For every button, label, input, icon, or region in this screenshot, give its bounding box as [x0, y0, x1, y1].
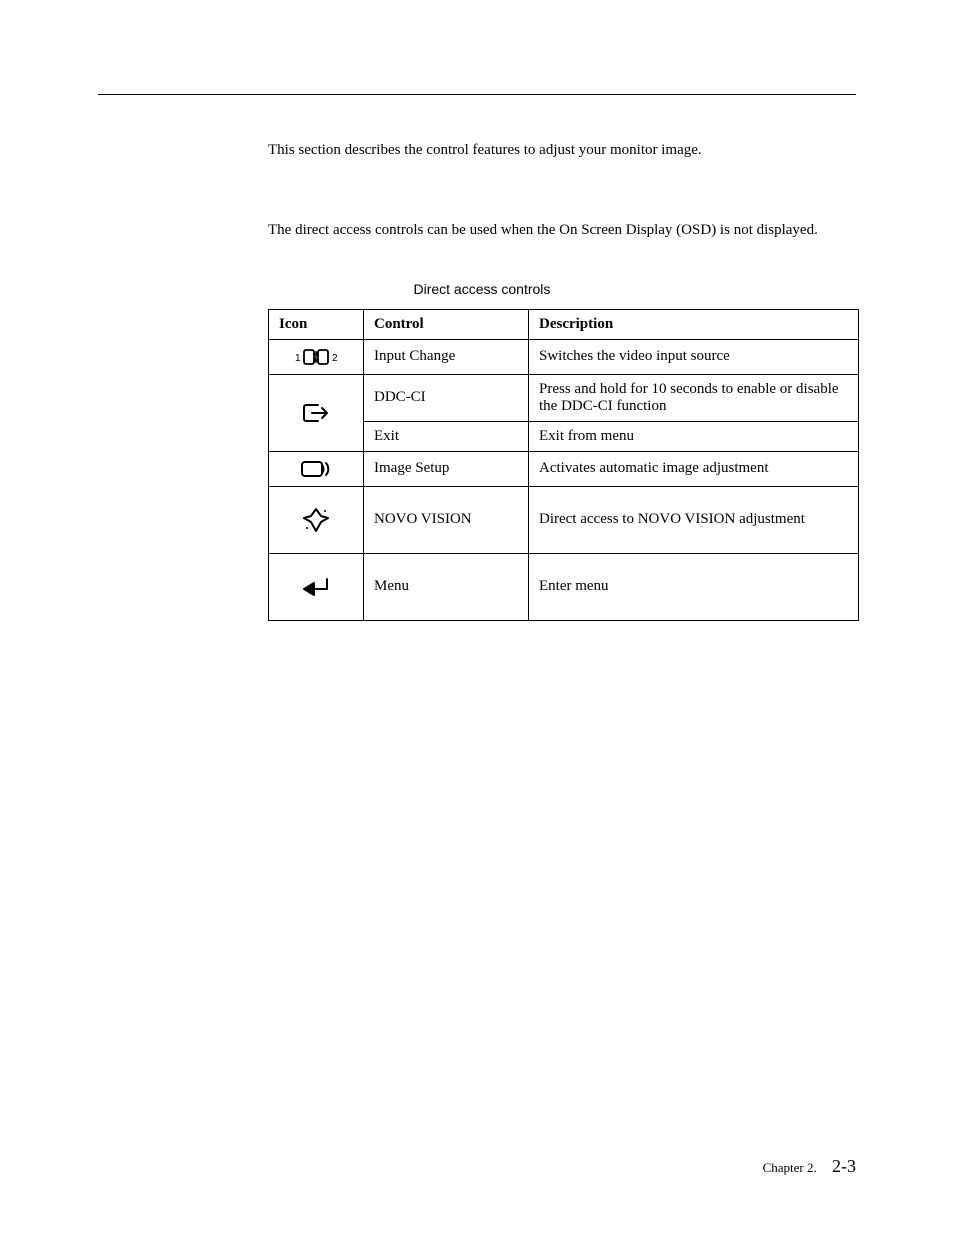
exit-icon	[269, 374, 364, 451]
cell-control: Menu	[364, 553, 529, 620]
table-row: NOVO VISION Direct access to NOVO VISION…	[269, 486, 859, 553]
image-setup-icon	[269, 451, 364, 486]
cell-control: Image Setup	[364, 451, 529, 486]
footer-chapter: Chapter 2.	[763, 1160, 817, 1175]
header-icon: Icon	[269, 309, 364, 339]
table-caption: Table 2-1. Direct access controls	[348, 281, 858, 297]
table-row: DDC-CI Press and hold for 10 seconds to …	[269, 374, 859, 421]
table-row: Image Setup Activates automatic image ad…	[269, 451, 859, 486]
intro-paragraph: This section describes the control featu…	[268, 140, 858, 160]
cell-description: Exit from menu	[529, 421, 859, 451]
input-change-icon: 1 2	[269, 339, 364, 374]
table-caption-text: Direct access controls	[413, 281, 550, 297]
header-rule	[98, 94, 856, 95]
novo-vision-icon	[269, 486, 364, 553]
cell-control: Exit	[364, 421, 529, 451]
cell-control: Input Change	[364, 339, 529, 374]
cell-control: DDC-CI	[364, 374, 529, 421]
page-footer: Chapter 2. 2-3	[763, 1156, 856, 1177]
svg-text:1: 1	[295, 353, 301, 364]
table-row: 1 2 Input Change Switches the video inpu…	[269, 339, 859, 374]
menu-icon	[269, 553, 364, 620]
page: This section describes the control featu…	[0, 0, 954, 1235]
header-description: Description	[529, 309, 859, 339]
svg-text:2: 2	[332, 353, 338, 364]
controls-table: Icon Control Description 1	[268, 309, 859, 621]
cell-description: Switches the video input source	[529, 339, 859, 374]
subintro-paragraph: The direct access controls can be used w…	[268, 220, 858, 240]
cell-description: Activates automatic image adjustment	[529, 451, 859, 486]
cell-description: Enter menu	[529, 553, 859, 620]
content-block: This section describes the control featu…	[268, 140, 858, 621]
cell-description: Direct access to NOVO VISION adjustment	[529, 486, 859, 553]
cell-control: NOVO VISION	[364, 486, 529, 553]
footer-page-number: 2-3	[832, 1156, 856, 1176]
table-header-row: Icon Control Description	[269, 309, 859, 339]
table-row: Menu Enter menu	[269, 553, 859, 620]
cell-description: Press and hold for 10 seconds to enable …	[529, 374, 859, 421]
header-control: Control	[364, 309, 529, 339]
